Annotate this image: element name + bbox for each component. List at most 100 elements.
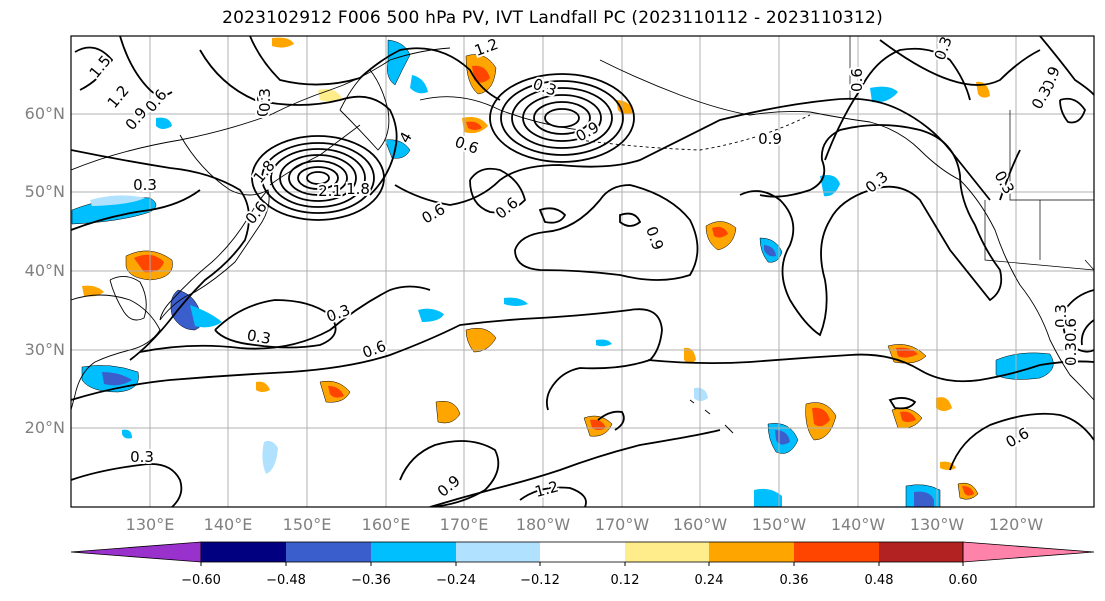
- colorbar-tick-label: −0.36: [351, 573, 391, 588]
- pv-contour-line: [879, 39, 1041, 86]
- positive-anomaly-region: [962, 486, 974, 496]
- pv-contour-line: [261, 142, 375, 214]
- colorbar-tick-label: 0.12: [610, 573, 640, 588]
- pv-contour-line: [394, 97, 991, 206]
- negative-anomaly-region: [754, 488, 782, 507]
- pv-contour-line: [1062, 289, 1094, 353]
- negative-anomaly-region: [156, 117, 172, 129]
- pv-contour-line: [522, 94, 602, 142]
- korea-coastline: [109, 276, 147, 321]
- political-borders: [849, 36, 1095, 271]
- pv-contour-line: [199, 49, 398, 196]
- contour-label: 0.3: [254, 93, 272, 117]
- pv-contour-line: [71, 463, 183, 507]
- longitude-label: 160°E: [361, 515, 411, 534]
- contour-label-halo: 0.6: [848, 68, 866, 92]
- positive-anomaly-region: [466, 121, 482, 130]
- contour-label: 0.9: [642, 224, 667, 253]
- longitude-label: 130°W: [909, 515, 965, 534]
- contour-label: 0.6: [360, 337, 389, 362]
- longitude-label: 170°E: [439, 515, 489, 534]
- pv-contour-line: [279, 154, 357, 202]
- pv-contour-line: [533, 101, 591, 135]
- colorbar-tick-label: 0.48: [864, 573, 894, 588]
- positive-anomaly-region: [590, 419, 606, 430]
- negative-anomaly-region: [410, 75, 428, 94]
- contour-label-halo: 0.6: [1062, 318, 1080, 342]
- negative-anomaly-region: [820, 175, 840, 197]
- colorbar-tick-label: −0.12: [520, 573, 560, 588]
- longitude-label: 180°W: [515, 515, 571, 534]
- pv-contour-line: [71, 149, 250, 361]
- positive-anomaly-region: [472, 65, 490, 83]
- contour-label: 1.2: [533, 477, 561, 501]
- pv-contour-line: [647, 353, 1094, 383]
- pv-contour-line: [949, 412, 1094, 471]
- colorbar-extend-min: [70, 541, 202, 563]
- hawaii-islands: [689, 399, 734, 434]
- negative-anomaly-region: [122, 429, 132, 439]
- pv-contour-line: [619, 212, 642, 227]
- contour-label: 0.3: [133, 176, 157, 194]
- latitude-label: 60°N: [24, 104, 65, 123]
- colorbar-segment: [456, 542, 540, 562]
- contour-label: 0.3: [1052, 304, 1070, 328]
- negative-anomaly-region: [596, 339, 612, 347]
- contour-label: 0.6: [1062, 318, 1080, 342]
- negative-anomaly-region: [504, 297, 528, 306]
- latitude-label: 40°N: [24, 261, 65, 280]
- pv-contour-line: [544, 108, 580, 128]
- colorbar-frame: [200, 541, 964, 563]
- pv-contour-line: [824, 47, 971, 161]
- colorbar-segment: [879, 542, 963, 562]
- contour-label: 0.3: [1062, 342, 1080, 366]
- longitude-label: 130°E: [125, 515, 175, 534]
- contour-label: 0.6: [452, 133, 481, 158]
- contour-label: 0.3: [324, 301, 353, 326]
- pv-contour-line: [214, 299, 337, 349]
- negative-anomaly-region: [384, 139, 411, 159]
- positive-anomaly-region: [684, 347, 696, 363]
- colorbar-segment: [540, 542, 625, 562]
- positive-anomaly-region: [616, 100, 634, 115]
- pv-contour-line: [538, 207, 567, 224]
- negative-anomaly-region: [262, 440, 278, 474]
- colorbar-segment: [286, 542, 371, 562]
- pv-contour-line: [597, 410, 625, 431]
- siberia-coastline: [71, 47, 451, 171]
- pv-contours: [71, 36, 1094, 507]
- contour-label-halo: 0.3: [1052, 304, 1070, 328]
- colorbar-segment: [794, 542, 879, 562]
- negative-anomaly-region: [190, 305, 222, 328]
- colorbar-extend-max: [962, 541, 1095, 563]
- pv-contour-line: [74, 46, 114, 91]
- negative-anomaly-region: [764, 245, 776, 257]
- colorbar-tick-label: 0.36: [779, 573, 809, 588]
- pv-contour-line: [270, 148, 366, 208]
- contour-label-halo: 0.3: [1062, 342, 1080, 366]
- contour-label: 0.3: [246, 326, 273, 348]
- positive-anomaly-region: [936, 397, 952, 411]
- pv-contour-line: [297, 166, 339, 190]
- colorbar-segment: [201, 542, 286, 562]
- contour-label-halo: 0.3: [256, 88, 274, 112]
- colorbar-tick-label: −0.24: [436, 573, 476, 588]
- negative-anomaly-region: [870, 86, 898, 103]
- contour-label: 0.3: [130, 448, 154, 466]
- pv-contour-line: [249, 36, 501, 101]
- colorbar: [70, 541, 1095, 566]
- asia-coastline: [71, 294, 161, 411]
- positive-anomaly-region: [812, 407, 830, 427]
- contour-label-halo: 0.3: [254, 93, 272, 117]
- pv-contour-line: [139, 285, 431, 353]
- contour-label: 0.3: [991, 168, 1019, 198]
- contour-label-halo: 2.1: [318, 182, 342, 200]
- colorbar-segment: [625, 542, 709, 562]
- latitude-label: 20°N: [24, 418, 65, 437]
- pv-contour-line: [739, 124, 1003, 337]
- positive-anomaly-region: [272, 37, 294, 48]
- map-frame: [70, 35, 1095, 508]
- positive-anomaly-region: [134, 254, 164, 273]
- pv-contour-line: [429, 429, 721, 507]
